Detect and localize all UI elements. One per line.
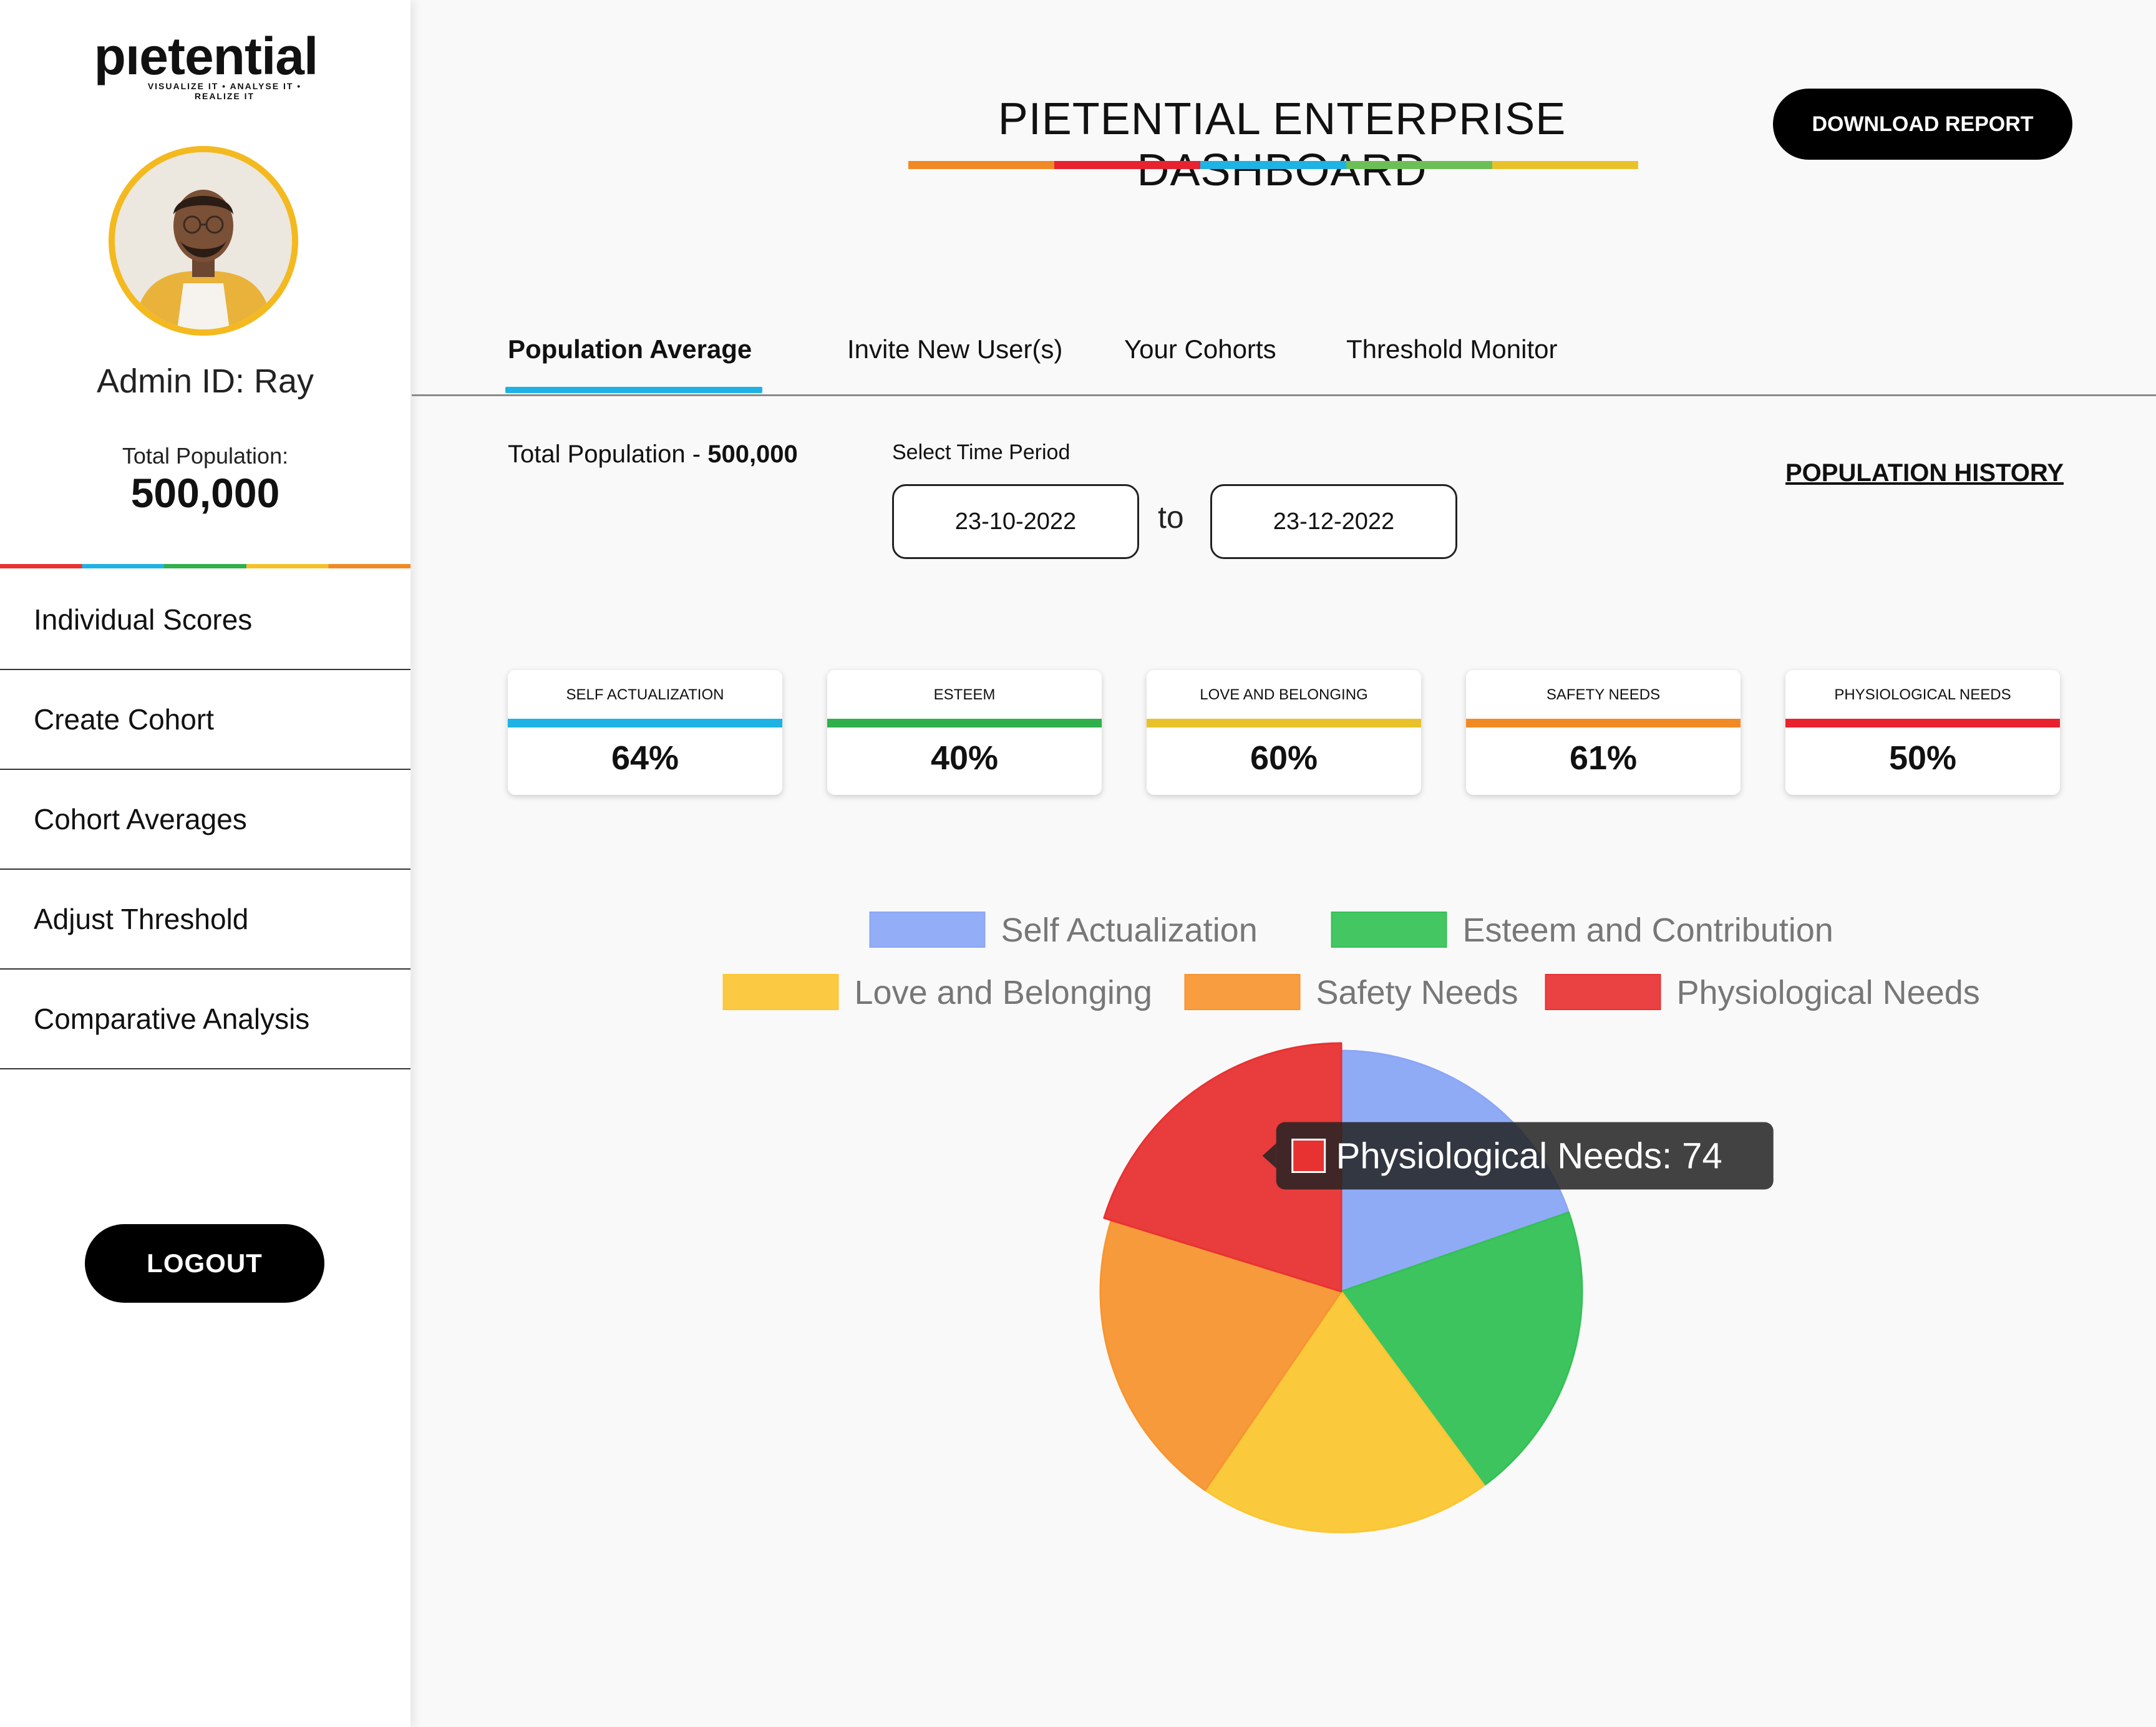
menu-item-create-cohort[interactable]: Create Cohort: [0, 670, 410, 770]
population-history-link[interactable]: POPULATION HISTORY: [1785, 459, 2064, 487]
date-to-field[interactable]: 23-12-2022: [1210, 484, 1457, 559]
legend-label-safety-needs[interactable]: Safety Needs: [1316, 974, 1518, 1011]
tab-threshold-monitor[interactable]: Threshold Monitor: [1346, 334, 1558, 364]
brand-name: pıetential: [94, 27, 319, 85]
stat-card-esteem: ESTEEM 40%: [827, 670, 1102, 795]
legend-label-self-actualization[interactable]: Self Actualization: [1001, 912, 1258, 949]
date-range-separator: to: [1158, 500, 1184, 535]
chart-tooltip-swatch: [1291, 1138, 1326, 1173]
active-tab-indicator: [505, 387, 762, 393]
total-population-summary-value: 500,000: [707, 440, 798, 468]
legend-swatch-physiological-needs[interactable]: [1545, 974, 1661, 1010]
legend-swatch-esteem-and-contribution[interactable]: [1331, 912, 1447, 948]
stat-card-value: 40%: [930, 739, 999, 777]
tab-invite-new-users[interactable]: Invite New User(s): [847, 334, 1063, 364]
title-color-stripe: [908, 161, 1638, 169]
logout-button[interactable]: LOGOUT: [85, 1224, 324, 1303]
avatar-photo: [115, 152, 292, 329]
download-report-button[interactable]: DOWNLOAD REPORT: [1773, 89, 2072, 160]
stat-card-self-actualization: SELF ACTUALIZATION 64%: [508, 670, 782, 795]
needs-pie-chart[interactable]: Self Actualization Esteem and Contributio…: [674, 880, 2046, 1554]
legend-swatch-self-actualization[interactable]: [869, 912, 986, 948]
pie-slice-love-and-belonging[interactable]: [1204, 1290, 1485, 1534]
stat-card-label: ESTEEM: [933, 686, 996, 703]
chart-tooltip-text: Physiological Needs: 74: [1336, 1136, 1722, 1176]
stat-card-color-bar: [508, 719, 782, 727]
stat-card-value: 60%: [1250, 739, 1318, 777]
brand-logo: pıetential VISUALIZE IT • ANALYSE IT • R…: [94, 27, 319, 101]
stat-card-label: SAFETY NEEDS: [1546, 686, 1661, 703]
stat-card-label: PHYSIOLOGICAL NEEDS: [1834, 686, 2011, 703]
stat-card-color-bar: [827, 719, 1102, 727]
menu-item-individual-scores[interactable]: Individual Scores: [0, 570, 410, 670]
pie-slice-safety-needs[interactable]: [1099, 1219, 1343, 1491]
chart-tooltip-box: [1276, 1122, 1774, 1190]
stat-card-love-and-belonging: LOVE AND BELONGING 60%: [1147, 670, 1421, 795]
total-population-summary-label: Total Population -: [508, 440, 708, 468]
menu-item-comparative-analysis[interactable]: Comparative Analysis: [0, 970, 410, 1069]
stat-card-physiological-needs: PHYSIOLOGICAL NEEDS 50%: [1785, 670, 2060, 795]
page-title: PIETENTIAL ENTERPRISE DASHBOARD: [998, 94, 1566, 195]
sidebar-menu: Individual Scores Create Cohort Cohort A…: [0, 570, 410, 1069]
sidebar: pıetential VISUALIZE IT • ANALYSE IT • R…: [0, 0, 410, 1727]
legend-label-physiological-needs[interactable]: Physiological Needs: [1677, 974, 1980, 1011]
brand-tagline: VISUALIZE IT • ANALYSE IT • REALIZE IT: [147, 81, 302, 101]
stat-card-color-bar: [1147, 719, 1421, 727]
stat-card-color-bar: [1785, 719, 2060, 727]
stat-card-value: 64%: [611, 739, 679, 777]
menu-item-adjust-threshold[interactable]: Adjust Threshold: [0, 870, 410, 970]
pie-slice-physiological-needs[interactable]: [1103, 1042, 1343, 1293]
total-population-summary: Total Population - 500,000: [508, 440, 798, 469]
stat-card-value: 50%: [1888, 739, 1957, 777]
color-stripe: [0, 564, 410, 568]
stat-card-value: 61%: [1569, 739, 1638, 777]
legend-label-love-and-belonging[interactable]: Love and Belonging: [855, 974, 1152, 1011]
chart-tooltip: Physiological Needs: 74: [1262, 1122, 1774, 1190]
stat-card-safety-needs: SAFETY NEEDS 61%: [1466, 670, 1741, 795]
legend-label-esteem-and-contribution[interactable]: Esteem and Contribution: [1463, 912, 1833, 949]
total-population-label: Total Population:: [122, 443, 289, 469]
admin-id: Admin ID: Ray: [96, 362, 314, 400]
menu-item-cohort-averages[interactable]: Cohort Averages: [0, 770, 410, 870]
tab-population-average[interactable]: Population Average: [508, 334, 752, 364]
date-from-field[interactable]: 23-10-2022: [892, 484, 1139, 559]
legend-swatch-love-and-belonging[interactable]: [722, 974, 839, 1010]
chart-tooltip-caret: [1262, 1143, 1276, 1169]
total-population-value: 500,000: [130, 470, 280, 516]
tab-bar: Population Average Invite New User(s) Yo…: [412, 324, 2156, 396]
stat-card-label: LOVE AND BELONGING: [1200, 686, 1368, 703]
pie-slice-esteem-and-contribution[interactable]: [1340, 1211, 1583, 1487]
stat-card-label: SELF ACTUALIZATION: [566, 686, 724, 703]
stat-card-color-bar: [1466, 719, 1741, 727]
time-period-label: Select Time Period: [892, 440, 1071, 464]
legend-swatch-safety-needs[interactable]: [1184, 974, 1301, 1010]
tab-your-cohorts[interactable]: Your Cohorts: [1124, 334, 1276, 364]
avatar: [109, 146, 298, 336]
